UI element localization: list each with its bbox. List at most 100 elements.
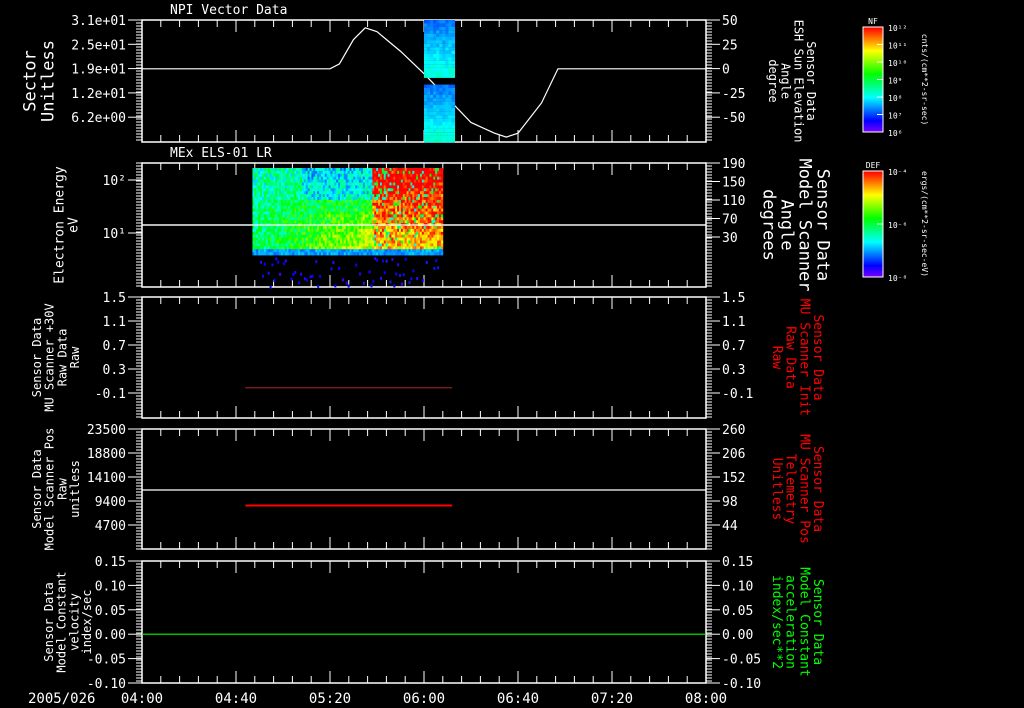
left-tick-label: 23500 xyxy=(87,423,126,438)
spectrogram-cell xyxy=(427,122,431,126)
spectrogram-cell xyxy=(336,182,339,186)
spectrogram-cell xyxy=(267,173,270,178)
spectrogram-cell xyxy=(307,176,310,180)
spectrogram-cell xyxy=(317,234,320,238)
spectrogram-cell xyxy=(368,170,371,175)
spectrogram-cell xyxy=(263,249,267,253)
spectrogram-cell xyxy=(399,179,402,183)
spectrogram-cell xyxy=(414,197,417,201)
spectrogram-cell xyxy=(412,252,415,256)
spectrogram-cell xyxy=(336,249,339,253)
colorbar-band xyxy=(863,274,883,276)
spectrogram-cell xyxy=(263,202,267,207)
spectrogram-cell xyxy=(418,188,421,192)
spectrogram-cell xyxy=(379,197,383,201)
spectrogram-cell xyxy=(353,240,356,244)
colorbar-nf: NF10¹²10¹¹10¹⁰10⁹10⁸10⁷10⁶cnts/(cm**2-sr… xyxy=(862,17,929,138)
spectrogram-cell xyxy=(263,214,267,218)
spectrogram-cell xyxy=(374,173,377,178)
right-tick-label: 206 xyxy=(722,447,745,462)
spectrogram-cell xyxy=(286,179,290,183)
spectrogram-cell xyxy=(258,231,261,236)
spectrogram-cell xyxy=(258,199,261,204)
spectrogram-cell xyxy=(328,185,331,189)
spectrogram-cell xyxy=(429,185,432,189)
colorbar-band xyxy=(863,239,883,241)
spectrogram-cell xyxy=(399,197,402,201)
spectrogram-cell xyxy=(370,182,373,186)
spectrogram-cell xyxy=(430,101,434,106)
spectrogram-cell xyxy=(429,194,432,198)
spectrogram-cell xyxy=(332,220,335,224)
spectrogram-cell xyxy=(284,202,288,207)
spectrogram-cell xyxy=(402,214,406,218)
spectrogram-cell xyxy=(343,185,347,189)
spectrogram-cell xyxy=(351,234,354,238)
spectrogram-cell xyxy=(284,188,288,192)
right-axis-label: index/sec**2 xyxy=(769,575,784,669)
time-tick-label: 05:20 xyxy=(309,691,351,707)
spectrogram-cell xyxy=(438,249,442,253)
spectrogram-cell xyxy=(416,252,419,256)
spectrogram-cell xyxy=(315,231,318,236)
spectrogram-cell xyxy=(315,197,318,201)
spectrogram-cell xyxy=(376,185,379,189)
spectrogram-speck xyxy=(338,266,341,270)
spectrogram-cell xyxy=(338,217,341,221)
spectrogram-cell xyxy=(309,185,312,189)
left-tick-label: -0.1 xyxy=(95,387,126,402)
spectrogram-cell xyxy=(412,185,415,189)
spectrogram-cell xyxy=(343,194,347,198)
spectrogram-cell xyxy=(298,240,301,244)
spectrogram-cell xyxy=(376,194,379,198)
spectrogram-cell xyxy=(424,111,428,116)
colorbar-band xyxy=(863,75,883,77)
spectrogram-cell xyxy=(298,199,301,204)
spectrogram-cell xyxy=(330,179,333,183)
spectrogram-cell xyxy=(349,240,352,244)
spectrogram-cell xyxy=(400,214,404,218)
spectrogram-cell xyxy=(399,205,402,209)
spectrogram-cell xyxy=(438,228,442,233)
spectrogram-cell xyxy=(307,202,310,207)
spectrogram-cell xyxy=(423,191,427,195)
spectrogram-cell xyxy=(393,176,396,180)
spectrogram-cell xyxy=(427,94,431,99)
spectrogram-cell xyxy=(281,208,284,212)
colorbar-band xyxy=(863,243,883,245)
spectrogram-speck xyxy=(402,273,405,277)
spectrogram-cell xyxy=(279,179,282,183)
spectrogram-cell xyxy=(252,226,255,230)
colorbar-band xyxy=(863,47,883,49)
spectrogram-cell xyxy=(319,252,322,256)
spectrogram-cell xyxy=(326,170,329,175)
spectrogram-cell xyxy=(418,234,421,238)
spectrogram-cell xyxy=(442,108,446,112)
spectrogram-cell xyxy=(430,57,434,61)
spectrogram-cell xyxy=(389,234,392,238)
spectrogram-cell xyxy=(397,252,400,256)
spectrogram-cell xyxy=(430,67,434,72)
spectrogram-cell xyxy=(416,249,419,253)
spectrogram-cell xyxy=(340,202,343,207)
spectrogram-cell xyxy=(355,226,358,230)
spectrogram-cell xyxy=(279,182,282,186)
spectrogram-cell xyxy=(271,220,274,224)
spectrogram-cell xyxy=(418,243,421,247)
spectrogram-cell xyxy=(332,182,335,186)
spectrogram-cell xyxy=(281,217,284,221)
spectrogram-cell xyxy=(351,237,354,241)
spectrogram-cell xyxy=(290,194,293,198)
spectrogram-speck xyxy=(381,259,384,263)
spectrogram-cell xyxy=(301,214,305,218)
colorbar-band xyxy=(863,270,883,272)
spectrogram-cell xyxy=(364,217,368,221)
spectrogram-cell xyxy=(430,94,434,99)
spectrogram-cell xyxy=(320,208,324,212)
colorbar-band xyxy=(863,109,883,111)
spectrogram-cell xyxy=(319,168,322,172)
spectrogram-cell xyxy=(414,208,417,212)
spectrogram-cell xyxy=(301,185,305,189)
spectrogram-speck xyxy=(410,277,413,281)
spectrogram-cell xyxy=(305,173,309,178)
